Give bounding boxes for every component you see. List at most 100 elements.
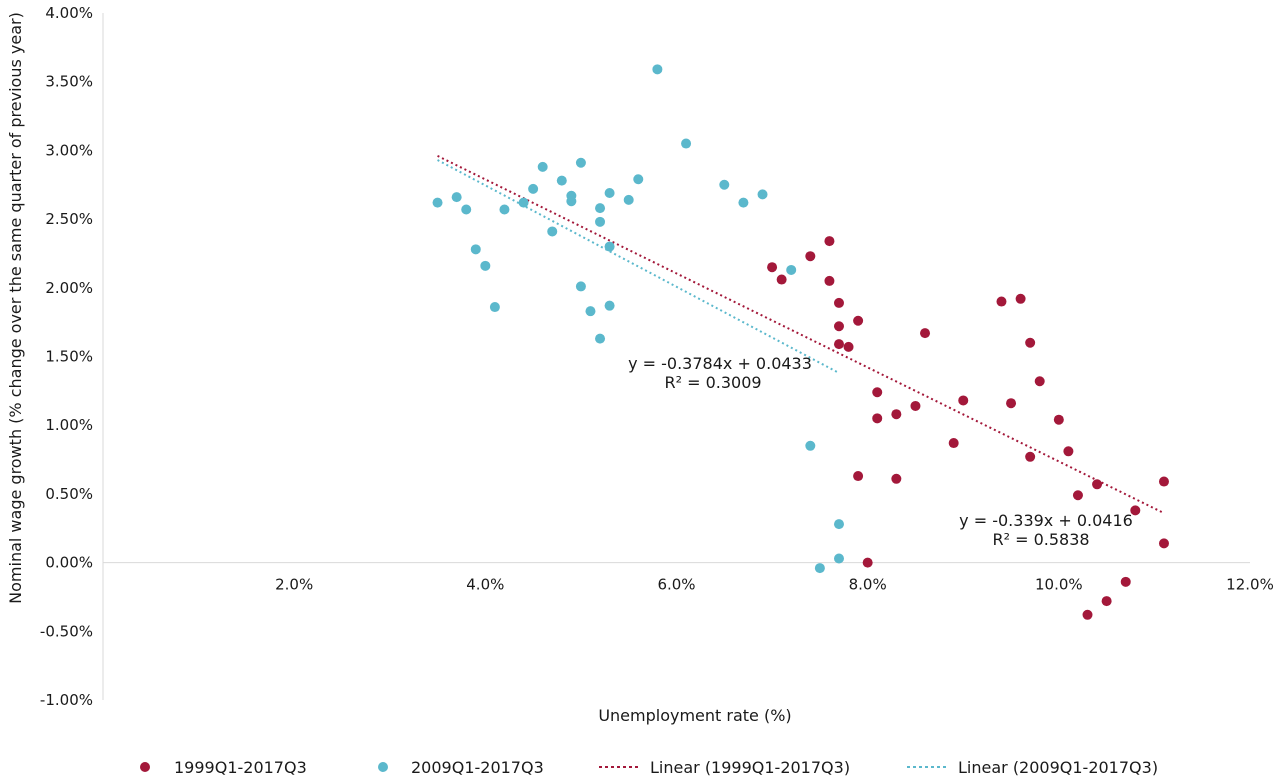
data-point [948,438,959,449]
axes [102,13,1250,700]
x-tick-label: 6.0% [657,576,695,594]
equation-text: y = -0.339x + 0.0416 [959,511,1133,530]
data-point [1034,376,1045,387]
data-point [910,400,921,411]
data-point [776,274,787,285]
r-squared-text: R² = 0.3009 [664,373,761,392]
data-point [1006,398,1017,409]
data-point [575,157,586,168]
data-point [891,473,902,484]
data-points [432,64,1169,620]
data-point [623,194,634,205]
data-point [814,563,825,574]
trendline-equation-2: y = -0.339x + 0.0416 R² = 0.5838 [959,511,1133,549]
data-point [470,244,481,255]
data-point [786,264,797,275]
legend-label: 2009Q1-2017Q3 [411,758,544,777]
data-point [824,275,835,286]
y-tick-label: 3.00% [45,141,93,159]
data-point [738,197,749,208]
legend-item-1999-scatter: 1999Q1-2017Q3 [140,758,307,777]
y-tick-label: 1.00% [45,416,93,434]
data-point [853,315,864,326]
data-point [1025,337,1036,348]
data-point [1082,609,1093,620]
data-point [757,189,768,200]
y-tick-label: 4.00% [45,4,93,22]
data-point [604,187,615,198]
data-point [833,339,844,350]
data-point [461,204,472,215]
x-tick-labels: 2.0% 4.0% 6.0% 8.0% 10.0% 12.0% [275,576,1274,594]
y-axis-title: Nominal wage growth (% change over the s… [6,12,25,604]
y-tick-label: 0.00% [45,554,93,572]
equation-text: y = -0.3784x + 0.0433 [628,354,812,373]
x-tick-label: 10.0% [1035,576,1083,594]
data-point [767,262,778,273]
data-point [1130,505,1141,516]
data-point [547,226,558,237]
legend-label: 1999Q1-2017Q3 [174,758,307,777]
x-tick-label: 8.0% [849,576,887,594]
trendline [437,159,840,374]
data-point [833,553,844,564]
data-point [595,333,606,344]
data-point [1101,596,1112,607]
legend-label: Linear (1999Q1-2017Q3) [650,758,850,777]
data-point [537,161,548,172]
data-point [575,281,586,292]
data-point [499,204,510,215]
data-point [833,321,844,332]
data-point [1158,476,1169,487]
data-point [432,197,443,208]
y-tick-label: 2.00% [45,279,93,297]
data-point [451,192,462,203]
data-point [805,251,816,262]
r-squared-text: R² = 0.5838 [992,530,1089,549]
data-point [872,387,883,398]
data-point [1092,479,1103,490]
legend-marker [378,762,388,772]
legend-marker [140,762,150,772]
data-point [805,440,816,451]
x-tick-label: 2.0% [275,576,313,594]
legend-item-2009-scatter: 2009Q1-2017Q3 [378,758,544,777]
data-point [556,175,567,186]
legend: 1999Q1-2017Q3 2009Q1-2017Q3 Linear (1999… [140,758,1158,777]
data-point [604,241,615,252]
data-point [1072,490,1083,501]
y-tick-labels: -1.00% -0.50% 0.00% 0.50% 1.00% 1.50% 2.00% 2.5… [40,4,93,709]
legend-item-1999-linear: Linear (1999Q1-2017Q3) [599,758,850,777]
data-point [1025,451,1036,462]
data-point [1063,446,1074,457]
data-point [996,296,1007,307]
data-point [862,557,873,568]
data-point [1158,538,1169,549]
legend-item-2009-linear: Linear (2009Q1-2017Q3) [907,758,1158,777]
data-point [843,341,854,352]
y-tick-label: -1.00% [40,691,93,709]
data-point [719,179,730,190]
x-axis-title: Unemployment rate (%) [598,706,791,725]
data-point [1053,414,1064,425]
data-point [518,197,529,208]
data-point [633,174,644,185]
data-point [489,302,500,313]
y-tick-label: 1.50% [45,348,93,366]
y-tick-label: 2.50% [45,210,93,228]
data-point [566,196,577,207]
trendline [437,154,1165,515]
data-point [480,260,491,271]
data-point [833,519,844,530]
data-point [595,203,606,214]
data-point [1015,293,1026,304]
data-point [681,138,692,149]
data-point [1120,576,1131,587]
data-point [958,395,969,406]
data-point [920,328,931,339]
data-point [833,297,844,308]
x-tick-label: 4.0% [466,576,504,594]
data-point [824,236,835,247]
data-point [604,300,615,311]
